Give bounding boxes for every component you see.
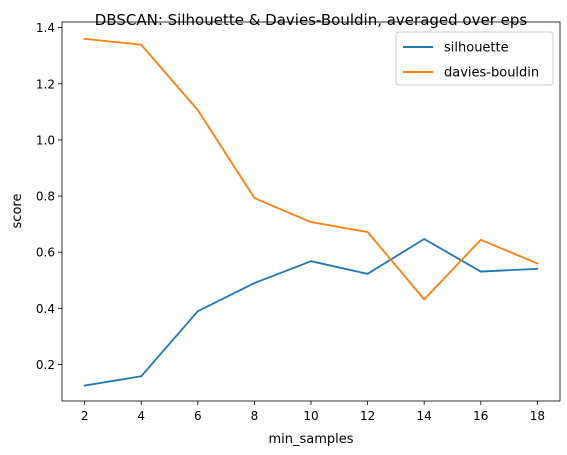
y-tick-label: 1.2 bbox=[36, 77, 55, 91]
plot-frame bbox=[61, 21, 561, 402]
y-axis: 0.2 0.4 0.6 0.8 1.0 1.2 1.4 bbox=[36, 21, 62, 372]
x-tick-label: 16 bbox=[473, 409, 488, 423]
y-tick-label: 0.2 bbox=[36, 358, 55, 372]
x-tick-label: 2 bbox=[81, 409, 89, 423]
y-tick-label: 0.4 bbox=[36, 302, 55, 316]
x-tick-label: 14 bbox=[417, 409, 432, 423]
y-tick-label: 0.8 bbox=[36, 190, 55, 204]
chart-title: DBSCAN: Silhouette & Davies-Bouldin, ave… bbox=[95, 11, 528, 29]
y-tick-label: 0.6 bbox=[36, 246, 55, 260]
x-axis-label: min_samples bbox=[268, 432, 353, 447]
legend-box bbox=[395, 31, 554, 86]
legend-label-silhouette: silhouette bbox=[444, 41, 509, 56]
x-tick-label: 10 bbox=[303, 409, 318, 423]
x-tick-label: 12 bbox=[360, 409, 375, 423]
series-lines bbox=[83, 37, 539, 387]
y-tick-label: 1.0 bbox=[36, 133, 55, 147]
x-tick-label: 8 bbox=[251, 409, 259, 423]
y-axis-label: score bbox=[10, 194, 25, 229]
x-tick-label: 18 bbox=[530, 409, 545, 423]
x-tick-label: 6 bbox=[194, 409, 202, 423]
series-line-davies-bouldin bbox=[83, 37, 539, 301]
x-tick-label: 4 bbox=[137, 409, 145, 423]
y-tick-label: 1.4 bbox=[36, 21, 55, 35]
legend: silhouette davies-bouldin bbox=[395, 31, 554, 86]
x-axis: 2 4 6 8 10 12 14 16 18 bbox=[81, 401, 545, 423]
legend-label-davies-bouldin: davies-bouldin bbox=[444, 66, 539, 81]
